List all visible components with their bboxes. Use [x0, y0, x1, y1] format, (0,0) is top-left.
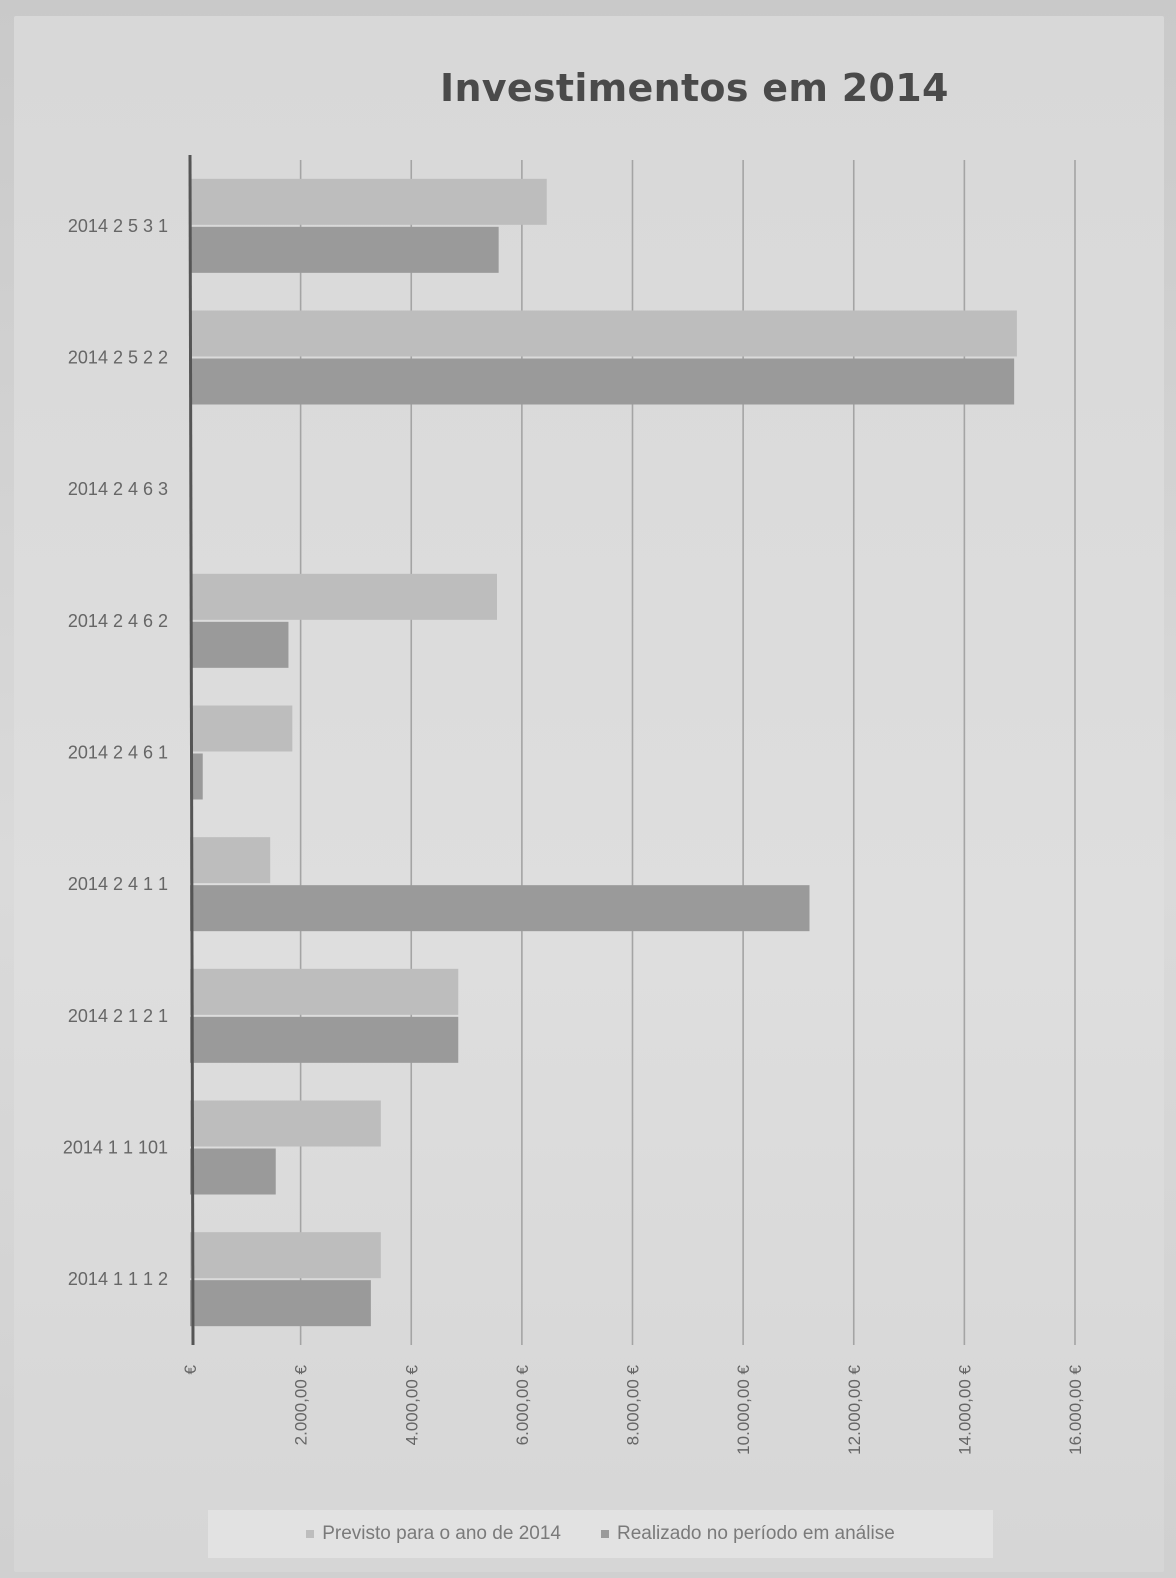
legend-label-realizado: Realizado no período em análise	[616, 1523, 895, 1544]
legend-item-previsto: Previsto para o ano de 2014	[306, 1523, 561, 1545]
x-tick-label: 10.000,00 €	[734, 1364, 753, 1454]
bar-previsto	[190, 310, 1017, 357]
legend-item-realizado: Realizado no período em análise	[600, 1523, 895, 1545]
bar-previsto	[190, 968, 459, 1015]
bar-previsto	[190, 178, 547, 225]
bar-previsto	[190, 837, 271, 884]
x-tick-label: 12.000,00 €	[845, 1364, 864, 1454]
bar-realizado	[190, 621, 289, 668]
bar-previsto	[190, 573, 497, 620]
bar-realizado	[190, 753, 203, 800]
legend-swatch-previsto	[306, 1530, 315, 1538]
x-tick-label: €	[181, 1364, 200, 1374]
bar-previsto	[190, 1100, 381, 1147]
bar-realizado	[190, 1016, 459, 1063]
category-label: 2014 2 4 6 3	[68, 479, 168, 499]
y-axis-line	[188, 154, 195, 1346]
x-tick-label: 4.000,00 €	[402, 1364, 421, 1445]
bar-previsto	[190, 705, 293, 752]
bar-realizado	[190, 226, 499, 273]
category-label: 2014 1 1 1 2	[68, 1269, 168, 1289]
legend-swatch-realizado	[600, 1530, 609, 1538]
category-label: 2014 2 4 1 1	[68, 874, 168, 894]
category-label: 2014 2 1 2 1	[68, 1006, 168, 1026]
bar-previsto	[190, 1232, 381, 1279]
x-tick-label: 8.000,00 €	[624, 1364, 643, 1445]
x-tick-label: 14.000,00 €	[955, 1364, 974, 1454]
chart-title: Investimentos em 2014	[440, 66, 949, 110]
category-label: 2014 2 5 3 1	[68, 216, 168, 236]
category-label: 2014 2 4 6 1	[68, 743, 168, 763]
legend-label-previsto: Previsto para o ano de 2014	[322, 1523, 561, 1544]
bar-realizado	[190, 885, 810, 932]
bar-realizado	[190, 358, 1015, 405]
x-tick-label: 6.000,00 €	[513, 1364, 532, 1445]
category-label: 2014 2 4 6 2	[68, 611, 168, 631]
bar-realizado	[190, 1148, 276, 1195]
category-label: 2014 2 5 2 2	[68, 348, 168, 368]
bar-realizado	[190, 1280, 371, 1327]
x-tick-label: 2.000,00 €	[292, 1364, 311, 1445]
x-tick-label: 16.000,00 €	[1066, 1364, 1085, 1454]
legend: Previsto para o ano de 2014 Realizado no…	[208, 1510, 993, 1558]
category-label: 2014 1 1 101	[63, 1138, 168, 1158]
